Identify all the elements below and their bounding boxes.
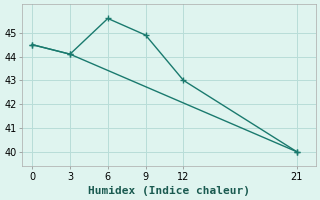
X-axis label: Humidex (Indice chaleur): Humidex (Indice chaleur) [88,186,250,196]
